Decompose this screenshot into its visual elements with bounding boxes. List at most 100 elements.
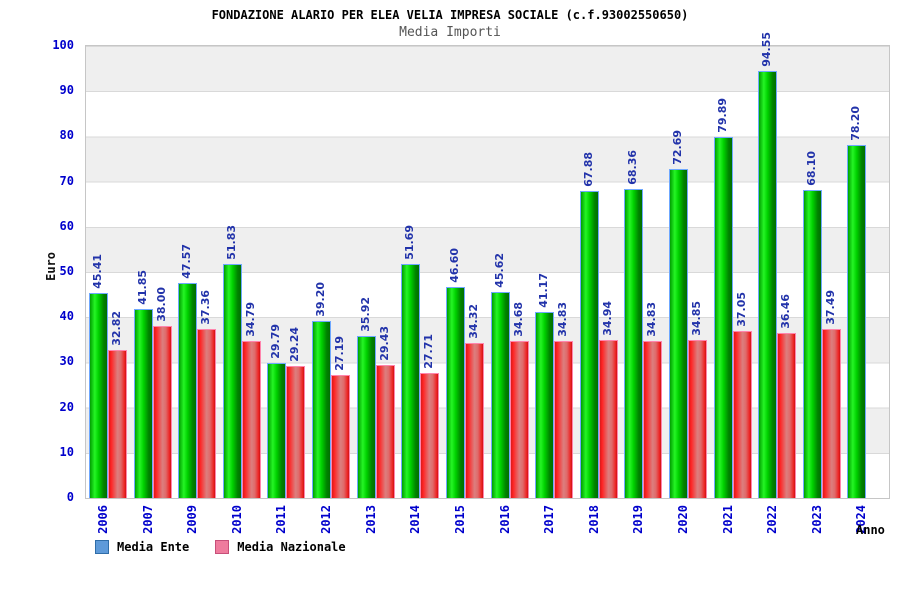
bar-media-nazionale-2017 (554, 341, 574, 498)
legend: Media Ente Media Nazionale (95, 539, 346, 555)
bar-media-ente-2006 (89, 293, 108, 498)
x-axis-label-2022: 2022 (765, 505, 780, 534)
value-label-media-ente-2024: 78.20 (849, 106, 863, 141)
y-tick-60: 60 (59, 218, 74, 233)
value-label-media-nazionale-2020: 34.85 (689, 301, 703, 336)
bar-media-ente-2018 (579, 191, 599, 498)
bar-media-ente-2011 (267, 363, 287, 498)
bar-media-nazionale-2006 (108, 350, 127, 498)
y-tick-70: 70 (59, 173, 74, 188)
bar-media-nazionale-2021 (732, 331, 752, 498)
bar-media-ente-2009 (178, 283, 198, 498)
value-label-media-ente-2010: 51.83 (224, 225, 238, 260)
x-axis-label-2016: 2016 (497, 505, 512, 534)
value-label-media-nazionale-2018: 34.94 (600, 301, 614, 336)
value-label-media-ente-2021: 79.89 (715, 98, 729, 133)
x-axis-label-2020: 2020 (675, 505, 690, 534)
legend-label-media-nazionale: Media Nazionale (237, 540, 346, 554)
bar-media-nazionale-2010 (241, 341, 261, 498)
x-axis-label-2012: 2012 (319, 505, 334, 534)
value-label-media-ente-2006: 45.41 (91, 254, 104, 289)
legend-label-media-ente: Media Ente (117, 540, 190, 554)
x-axis-label-2011: 2011 (274, 505, 289, 534)
y-tick-0: 0 (66, 490, 74, 504)
value-label-media-ente-2017: 41.17 (537, 273, 551, 308)
value-label-media-ente-2007: 41.85 (135, 270, 149, 305)
value-label-media-nazionale-2012: 27.19 (333, 336, 347, 371)
bar-media-ente-2024 (847, 145, 867, 498)
bar-media-ente-2016 (490, 292, 510, 498)
value-label-media-nazionale-2019: 34.83 (645, 302, 659, 337)
value-label-media-ente-2012: 39.20 (314, 282, 328, 317)
bar-media-nazionale-2018 (598, 340, 618, 498)
bar-media-ente-2013 (356, 336, 376, 498)
bar-media-nazionale-2020 (687, 340, 707, 498)
value-label-media-ente-2022: 94.55 (760, 32, 774, 67)
x-axis-label-2021: 2021 (720, 505, 735, 534)
x-axis-label-2007: 2007 (140, 505, 155, 534)
bar-media-ente-2014 (401, 264, 421, 498)
bar-media-nazionale-2022 (777, 333, 797, 498)
x-axis-label-2015: 2015 (452, 505, 467, 534)
bar-media-ente-2021 (713, 137, 733, 498)
x-axis-label-2019: 2019 (631, 505, 646, 534)
value-label-media-ente-2014: 51.69 (403, 225, 417, 260)
bar-media-ente-2019 (624, 189, 644, 498)
y-tick-40: 40 (59, 309, 74, 324)
y-tick-50: 50 (59, 264, 74, 278)
value-label-media-ente-2018: 67.88 (581, 152, 595, 187)
bar-media-ente-2017 (535, 312, 555, 498)
value-label-media-nazionale-2014: 27.71 (422, 334, 436, 369)
y-tick-90: 90 (59, 83, 74, 98)
bar-media-ente-2020 (668, 169, 688, 498)
value-label-media-nazionale-2017: 34.83 (556, 302, 570, 337)
bar-media-nazionale-2009 (197, 329, 217, 498)
value-label-media-nazionale-2011: 29.24 (288, 327, 302, 362)
bar-media-ente-2015 (445, 287, 465, 498)
value-label-media-ente-2015: 46.60 (447, 248, 461, 283)
x-axis-label-2009: 2009 (185, 505, 200, 534)
value-label-media-nazionale-2023: 37.49 (823, 290, 837, 325)
value-label-media-ente-2009: 47.57 (180, 244, 194, 279)
bar-media-nazionale-2012 (331, 375, 351, 498)
value-label-media-nazionale-2022: 36.46 (779, 294, 793, 329)
bar-media-nazionale-2014 (420, 373, 440, 498)
x-axis-label-2014: 2014 (408, 505, 423, 534)
bar-media-nazionale-2023 (821, 329, 841, 498)
legend-swatch-media-nazionale (215, 540, 230, 554)
value-label-media-ente-2019: 68.36 (626, 150, 640, 185)
plot-area: 45.41 32.82 41.85 38.00 47.57 37.36 51.83 34.79… (85, 32, 890, 499)
x-axis-title: Anno (856, 523, 885, 537)
value-label-media-nazionale-2013: 29.43 (377, 326, 391, 361)
x-axis-label-2013: 2013 (363, 505, 378, 534)
legend-swatch-media-ente (95, 540, 109, 554)
bar-media-ente-2022 (758, 71, 778, 498)
bar-media-nazionale-2016 (509, 341, 529, 498)
y-axis-ticks: 0 10 20 30 40 50 60 70 80 90 100 (30, 38, 78, 511)
bar-media-nazionale-2015 (464, 343, 484, 498)
y-tick-80: 80 (59, 128, 74, 143)
value-label-media-ente-2016: 45.62 (492, 253, 506, 288)
bar-media-ente-2012 (312, 321, 332, 498)
x-axis-label-2006: 2006 (96, 505, 110, 534)
bar-media-ente-2023 (802, 190, 822, 498)
x-axis-label-2023: 2023 (809, 505, 824, 534)
value-label-media-ente-2013: 35.92 (358, 297, 372, 332)
x-axis-label-2018: 2018 (586, 505, 601, 534)
x-axis-label-2010: 2010 (229, 505, 244, 534)
value-label-media-nazionale-2021: 37.05 (734, 292, 748, 327)
bar-media-ente-2010 (222, 264, 242, 498)
value-label-media-ente-2023: 68.10 (804, 151, 818, 186)
value-label-media-nazionale-2006: 32.82 (110, 311, 123, 346)
value-label-media-nazionale-2016: 34.68 (511, 302, 525, 337)
x-axis-label-2017: 2017 (542, 505, 557, 534)
y-tick-30: 30 (59, 354, 74, 369)
value-label-media-nazionale-2007: 38.00 (154, 287, 168, 322)
bar-media-ente-2007 (133, 309, 153, 498)
y-tick-10: 10 (59, 444, 74, 459)
y-tick-100: 100 (52, 38, 74, 52)
chart-subtitle: Media Importi (399, 25, 501, 40)
bar-media-nazionale-2007 (152, 326, 172, 498)
bar-media-nazionale-2013 (375, 365, 395, 498)
